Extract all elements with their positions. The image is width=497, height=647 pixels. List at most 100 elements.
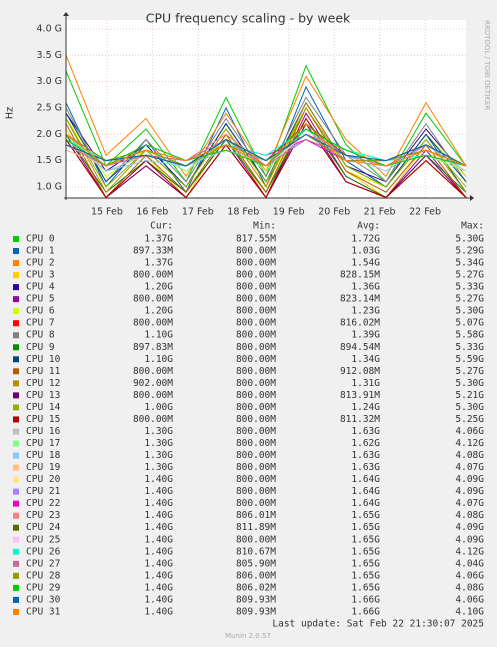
legend-value: 902.00M [133,378,173,389]
legend-swatch [13,596,19,603]
legend-swatch [13,536,19,543]
legend-swatch [13,296,19,303]
legend-value: 897.33M [133,246,173,257]
legend-value: 1.65G [351,570,380,581]
series-line [65,106,467,199]
legend-value: 800.00M [236,246,276,257]
legend-label: CPU 27 [26,558,60,569]
legend-value: 1.10G [144,330,173,341]
legend-label: CPU 8 [26,330,55,341]
legend-value: 4.09G [455,474,484,485]
legend-value: 1.40G [144,498,173,509]
legend-value: 1.40G [144,606,173,617]
legend-value: 1.40G [144,522,173,533]
legend-label: CPU 22 [26,498,60,509]
legend-value: 800.00M [236,462,276,473]
legend-swatch [13,416,19,423]
legend-value: 800.00M [236,450,276,461]
legend-label: CPU 21 [26,486,61,497]
legend-value: 823.14M [340,294,380,305]
legend-value: 1.64G [351,474,380,485]
series-line [65,133,467,167]
legend-value: 806.00M [236,570,276,581]
legend-value: 1.65G [351,582,380,593]
legend-swatch [13,308,19,315]
legend-value: 1.40G [144,510,173,521]
legend-value: 809.93M [236,606,276,617]
legend-value: 1.63G [351,426,380,437]
legend-value: 1.30G [144,450,173,461]
legend-label: CPU 4 [26,282,55,293]
legend-value: 1.63G [351,462,380,473]
legend-label: CPU 6 [26,306,55,317]
legend-swatch [13,464,19,471]
legend-value: 5.30G [455,306,484,317]
legend-value: 1.40G [144,582,173,593]
legend-value: 4.09G [455,522,484,533]
legend-value: 5.21G [455,390,484,401]
legend-value: 1.23G [351,306,380,317]
side-note: RRDTOOL / TOBI OETIKER [483,20,491,110]
legend-value: 1.20G [144,282,173,293]
legend-value: 4.06G [455,594,484,605]
y-tick-label: 1.5 G [37,155,63,166]
legend-swatch [13,512,19,519]
legend-value: 800.00M [236,498,276,509]
legend-value: 800.00M [236,426,276,437]
legend-label: CPU 7 [26,318,55,329]
x-tick-label: 22 Feb [409,207,441,218]
legend-swatch [13,380,19,387]
legend-value: 4.07G [455,462,484,473]
legend-value: 4.06G [455,570,484,581]
legend-value: 5.25G [455,414,484,425]
legend-value: 1.40G [144,594,173,605]
legend-label: CPU 28 [26,570,61,581]
legend-label: CPU 17 [26,438,60,449]
footer: Munin 2.0.57 [225,632,271,640]
legend-value: 1.40G [144,534,173,545]
legend-value: 5.33G [455,282,484,293]
legend-swatch [13,404,19,411]
legend-value: 912.08M [340,366,380,377]
legend-value: 4.07G [455,498,484,509]
legend-value: 811.32M [340,414,380,425]
legend-value: 1.65G [351,558,380,569]
legend-value: 1.64G [351,498,380,509]
legend-value: 800.00M [236,294,276,305]
legend-value: 1.03G [351,246,380,257]
legend-swatch [13,356,19,363]
legend-value: 4.12G [455,546,484,557]
legend-label: CPU 29 [26,582,61,593]
legend-label: CPU 20 [26,474,61,485]
legend-value: 1.24G [351,402,380,413]
legend-value: 813.91M [340,390,380,401]
legend-value: 800.00M [236,474,276,485]
legend-label: CPU 19 [26,462,61,473]
x-tick-label: 15 Feb [91,207,123,218]
legend-value: 4.12G [455,438,484,449]
y-tick-label: 2.0 G [37,129,63,140]
legend-swatch [13,572,19,579]
legend-label: CPU 16 [26,426,61,437]
legend-value: 1.65G [351,510,380,521]
legend-swatch [13,608,19,615]
legend-value: 1.34G [351,354,380,365]
legend-value: 5.34G [455,258,484,269]
legend-value: 800.00M [236,390,276,401]
legend-swatch [13,476,19,483]
x-tick-label: 17 Feb [182,207,214,218]
legend-value: 800.00M [236,534,276,545]
legend-value: 800.00M [236,282,276,293]
legend-swatch [13,584,19,591]
legend-value: 5.07G [455,318,484,329]
legend-value: 800.00M [236,414,276,425]
legend-value: 1.40G [144,558,173,569]
legend-label: CPU 26 [26,546,61,557]
legend-label: CPU 25 [26,534,60,545]
legend-value: 800.00M [133,294,173,305]
legend-label: CPU 31 [26,606,61,617]
legend-value: 4.06G [455,426,484,437]
legend-value: 1.54G [351,258,380,269]
legend-value: 897.83M [133,342,173,353]
